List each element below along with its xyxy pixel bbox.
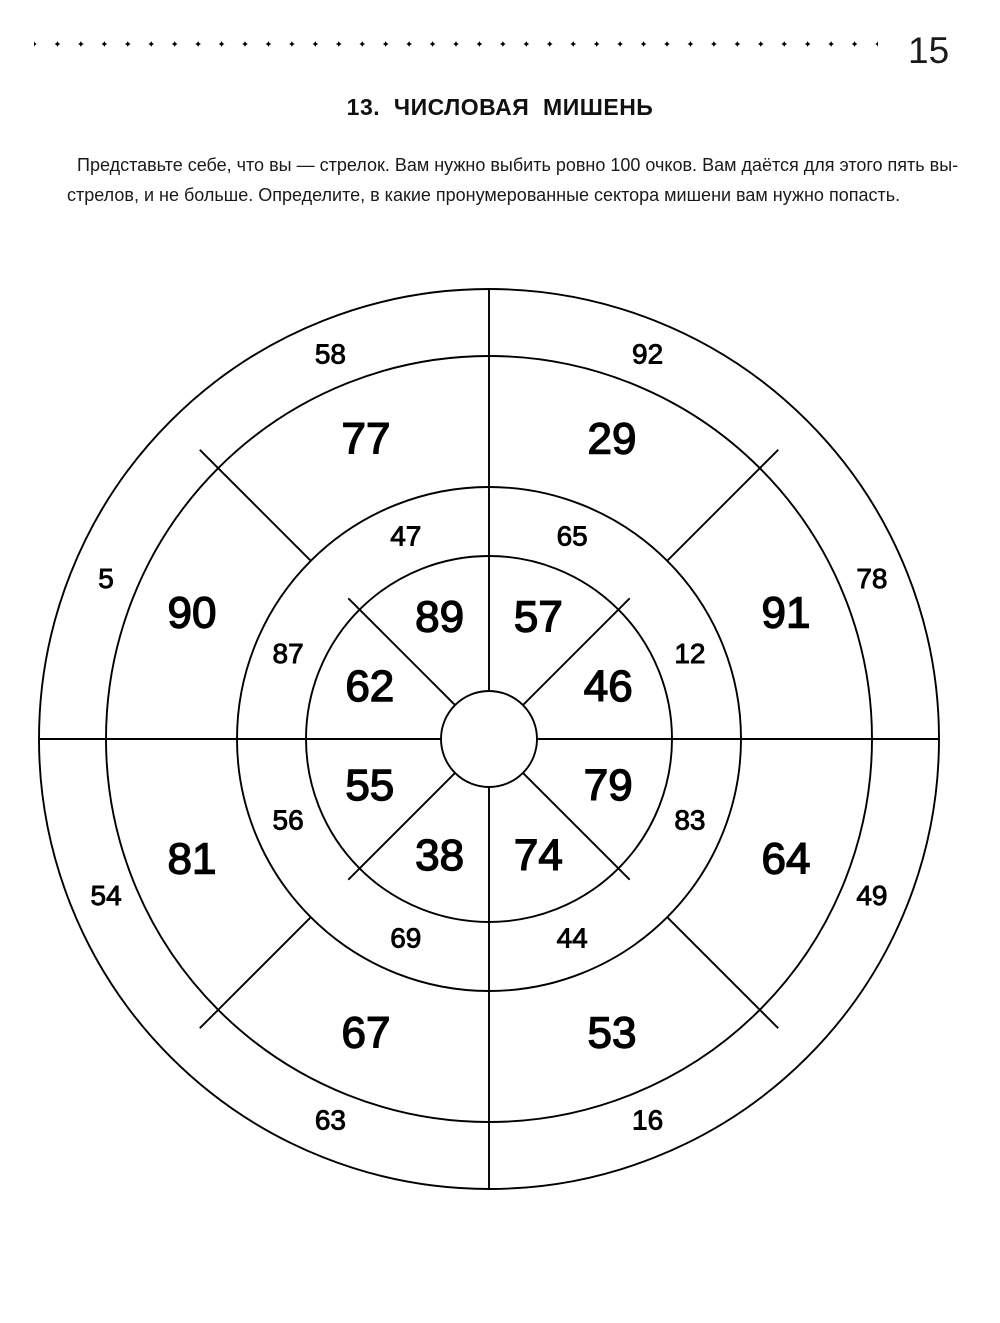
svg-text:69: 69 <box>390 922 421 953</box>
svg-text:89: 89 <box>415 592 464 641</box>
svg-text:55: 55 <box>345 761 394 810</box>
svg-text:62: 62 <box>345 662 394 711</box>
svg-text:83: 83 <box>674 805 705 836</box>
svg-text:49: 49 <box>856 880 887 911</box>
svg-text:5: 5 <box>98 563 114 594</box>
svg-text:74: 74 <box>514 831 563 880</box>
svg-text:44: 44 <box>557 922 588 953</box>
svg-text:78: 78 <box>856 563 887 594</box>
svg-text:63: 63 <box>315 1104 346 1135</box>
svg-text:64: 64 <box>762 835 811 884</box>
svg-text:54: 54 <box>91 880 122 911</box>
svg-text:38: 38 <box>415 831 464 880</box>
svg-text:87: 87 <box>273 638 304 669</box>
svg-text:46: 46 <box>584 662 633 711</box>
svg-text:79: 79 <box>584 761 633 810</box>
svg-text:58: 58 <box>315 338 346 369</box>
svg-text:90: 90 <box>168 589 217 638</box>
svg-text:67: 67 <box>342 1009 391 1058</box>
svg-text:81: 81 <box>168 835 217 884</box>
svg-text:57: 57 <box>514 592 563 641</box>
svg-text:12: 12 <box>674 638 705 669</box>
svg-text:47: 47 <box>390 520 421 551</box>
svg-text:53: 53 <box>588 1009 637 1058</box>
svg-text:77: 77 <box>342 415 391 464</box>
svg-text:29: 29 <box>588 415 637 464</box>
svg-text:56: 56 <box>273 805 304 836</box>
svg-text:91: 91 <box>762 589 811 638</box>
svg-text:92: 92 <box>632 338 663 369</box>
svg-text:16: 16 <box>632 1104 663 1135</box>
svg-text:65: 65 <box>557 520 588 551</box>
